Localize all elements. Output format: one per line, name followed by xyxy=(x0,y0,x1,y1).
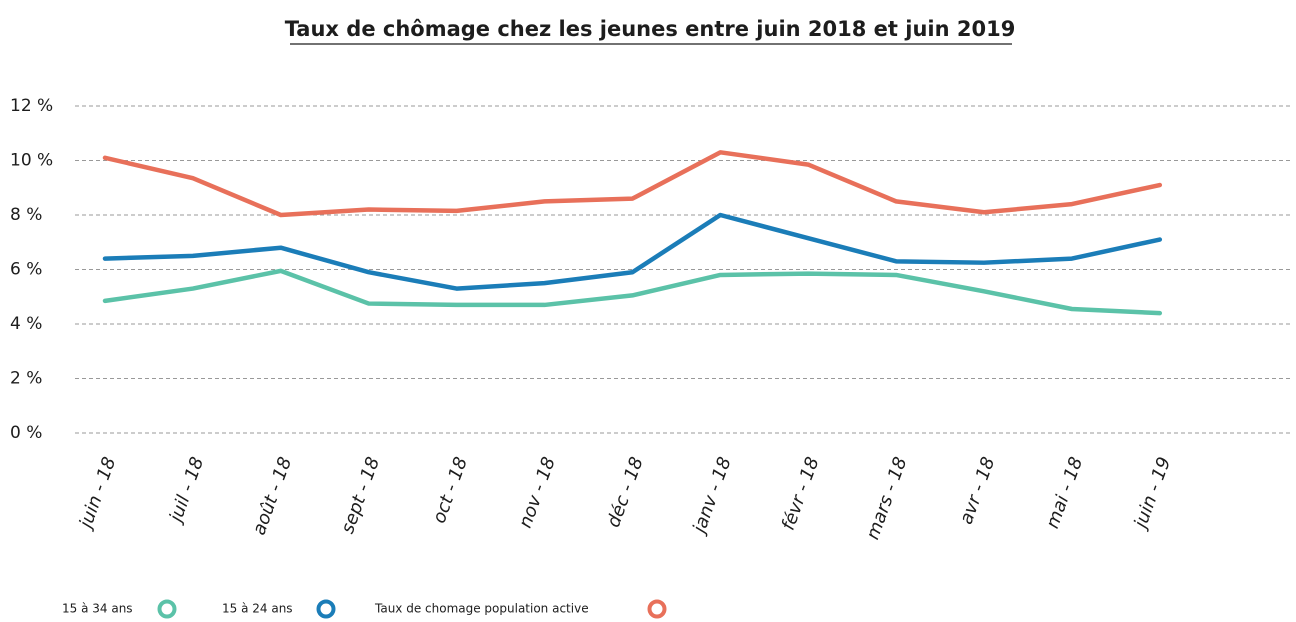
legend-marker xyxy=(157,599,177,619)
x-tick-label: déc - 18 xyxy=(603,454,648,530)
x-tick-label: avr - 18 xyxy=(956,454,1000,527)
x-tick-label: juin - 18 xyxy=(74,454,120,533)
line-series xyxy=(102,268,1163,316)
y-tick-label: 8 % xyxy=(10,205,42,225)
legend-label: 15 à 24 ans xyxy=(222,602,293,616)
line-series xyxy=(102,150,1163,218)
x-tick-label: août - 18 xyxy=(249,454,297,538)
legend-marker xyxy=(647,599,667,619)
chart-title: Taux de chômage chez les jeunes entre ju… xyxy=(285,17,1016,41)
legend-label: 15 à 34 ans xyxy=(62,602,133,616)
x-tick-label: janv - 18 xyxy=(688,454,736,538)
x-tick-label: oct - 18 xyxy=(429,454,472,526)
y-tick-label: 6 % xyxy=(10,260,42,280)
x-tick-label: sept - 18 xyxy=(337,454,384,536)
x-tick-label: mars - 18 xyxy=(862,454,911,542)
line-series xyxy=(102,212,1163,291)
y-tick-label: 0 % xyxy=(10,423,42,443)
x-tick-label: juin - 19 xyxy=(1129,454,1175,533)
legend-marker xyxy=(316,599,336,619)
x-tick-label: févr - 18 xyxy=(778,454,824,533)
x-tick-label: juil - 18 xyxy=(165,454,209,527)
y-tick-label: 4 % xyxy=(10,314,42,334)
y-tick-label: 12 % xyxy=(10,96,53,116)
x-tick-label: mai - 18 xyxy=(1042,454,1087,531)
legend-label: Taux de chomage population active xyxy=(374,602,589,616)
x-tick-label: nov - 18 xyxy=(515,454,560,531)
y-tick-label: 2 % xyxy=(10,369,42,389)
y-tick-label: 10 % xyxy=(10,151,53,171)
